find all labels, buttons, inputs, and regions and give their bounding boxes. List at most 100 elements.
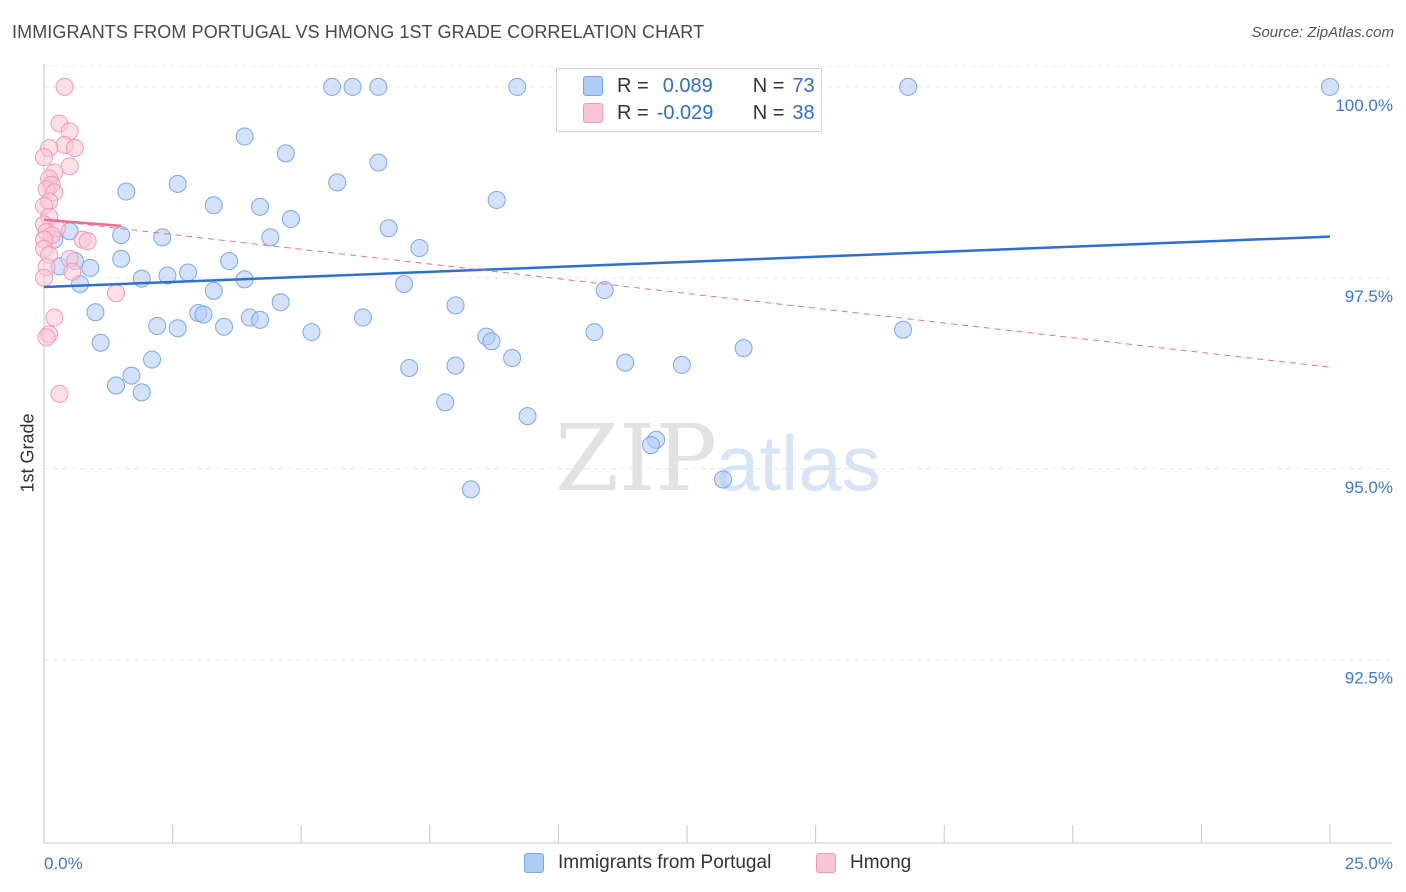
- portugal-point: [276, 144, 295, 163]
- portugal-point: [179, 263, 198, 282]
- watermark: ZIP atlas: [555, 405, 881, 512]
- hmong-trend-line-dashed: [43, 219, 1331, 368]
- legend-r-label: R =: [617, 101, 649, 124]
- y-tick-label: 92.5%: [1345, 669, 1393, 688]
- hmong-point: [60, 157, 79, 176]
- portugal-point: [168, 174, 187, 193]
- series-legend: Immigrants from Portugal Hmong: [0, 852, 1406, 878]
- portugal-point: [148, 316, 167, 335]
- watermark-zip: ZIP: [555, 405, 717, 512]
- portugal-point: [132, 383, 151, 402]
- legend-n-label: N =: [752, 74, 785, 97]
- hmong-point: [35, 148, 53, 167]
- portugal-point: [641, 436, 660, 455]
- portugal-point: [251, 197, 270, 216]
- portugal-point: [220, 252, 239, 271]
- portugal-point: [153, 228, 172, 247]
- portugal-point: [204, 281, 223, 300]
- portugal-point: [328, 173, 347, 192]
- chart-title: IMMIGRANTS FROM PORTUGAL VS HMONG 1ST GR…: [12, 22, 705, 42]
- hmong-point: [65, 139, 84, 158]
- portugal-point: [1321, 77, 1339, 96]
- portugal-point: [487, 190, 506, 209]
- portugal-point: [107, 376, 126, 395]
- portugal-point: [343, 77, 362, 96]
- hmong-point: [50, 384, 69, 403]
- portugal-point: [369, 153, 388, 172]
- portugal-point: [410, 239, 429, 258]
- series-legend-item-portugal: Immigrants from Portugal: [524, 852, 771, 874]
- portugal-point: [436, 393, 455, 412]
- portugal-point: [461, 480, 480, 499]
- hmong-point: [107, 284, 126, 303]
- portugal-point: [518, 407, 537, 426]
- portugal-point: [91, 333, 110, 352]
- y-tick-label: 100.0%: [1335, 96, 1393, 115]
- hmong-trend-line-solid: [43, 218, 122, 228]
- portugal-point: [899, 77, 918, 96]
- portugal-point: [369, 77, 388, 96]
- portugal-point: [616, 353, 635, 372]
- portugal-point: [482, 332, 501, 351]
- portugal-point: [446, 356, 465, 375]
- portugal-trend-line: [43, 235, 1331, 289]
- portugal-point: [323, 77, 342, 96]
- portugal-point: [261, 228, 280, 247]
- portugal-point: [168, 319, 187, 338]
- portugal-point: [585, 323, 604, 342]
- x-tick-label-min: 0.0%: [44, 854, 83, 873]
- legend-row-hmong: R = -0.029 N = 38: [583, 100, 815, 126]
- trend-lines: [43, 218, 1331, 368]
- series-label-portugal: Immigrants from Portugal: [558, 852, 772, 873]
- portugal-point: [734, 339, 753, 358]
- gridlines: [44, 65, 1392, 661]
- legend-swatch-hmong: [583, 103, 603, 123]
- legend-r-label: R =: [617, 74, 649, 97]
- source-credit: Source: ZipAtlas.com: [1251, 24, 1394, 41]
- portugal-point: [112, 249, 131, 268]
- tick-labels: 100.0% 97.5% 95.0% 92.5% 0.0% 25.0%: [44, 96, 1393, 873]
- hmong-point: [63, 262, 82, 281]
- series-label-hmong: Hmong: [850, 852, 912, 873]
- portugal-point: [194, 305, 213, 324]
- portugal-point: [271, 293, 290, 312]
- legend-swatch-portugal: [583, 76, 603, 96]
- portugal-point: [508, 77, 527, 96]
- portugal-point: [595, 281, 614, 300]
- legend-r-value-hmong: -0.029: [656, 101, 714, 124]
- portugal-point: [400, 358, 419, 377]
- portugal-point: [235, 127, 254, 146]
- legend-r-value-portugal: 0.089: [662, 74, 713, 97]
- legend-n-value-portugal: 73: [792, 74, 815, 97]
- legend-n-value-hmong: 38: [792, 101, 815, 124]
- portugal-point: [302, 323, 321, 342]
- hmong-point: [55, 77, 74, 96]
- watermark-atlas: atlas: [716, 419, 881, 507]
- legend-row-portugal: R = 0.089 N = 73: [583, 73, 815, 99]
- portugal-point: [503, 349, 522, 368]
- portugal-point: [122, 366, 141, 385]
- legend-n-label: N =: [752, 101, 785, 124]
- portugal-point: [353, 308, 372, 327]
- portugal-point: [446, 296, 465, 315]
- portugal-point: [158, 266, 177, 285]
- portugal-point: [112, 226, 131, 245]
- y-tick-label: 95.0%: [1345, 478, 1393, 497]
- hmong-point: [45, 308, 64, 327]
- x-tick-label-max: 25.0%: [1345, 854, 1393, 873]
- portugal-point: [281, 210, 300, 229]
- series-legend-item-hmong: Hmong: [816, 852, 911, 874]
- portugal-point: [117, 182, 136, 201]
- portugal-point: [86, 303, 105, 322]
- portugal-point: [143, 350, 162, 369]
- portugal-point: [204, 196, 223, 215]
- portugal-point: [379, 219, 398, 238]
- portugal-point: [894, 320, 913, 339]
- portugal-point: [215, 317, 234, 336]
- y-tick-label: 97.5%: [1345, 287, 1393, 306]
- portugal-point: [81, 258, 100, 277]
- portugal-point: [714, 470, 733, 489]
- portugal-point: [395, 274, 414, 293]
- hmong-point: [35, 268, 53, 287]
